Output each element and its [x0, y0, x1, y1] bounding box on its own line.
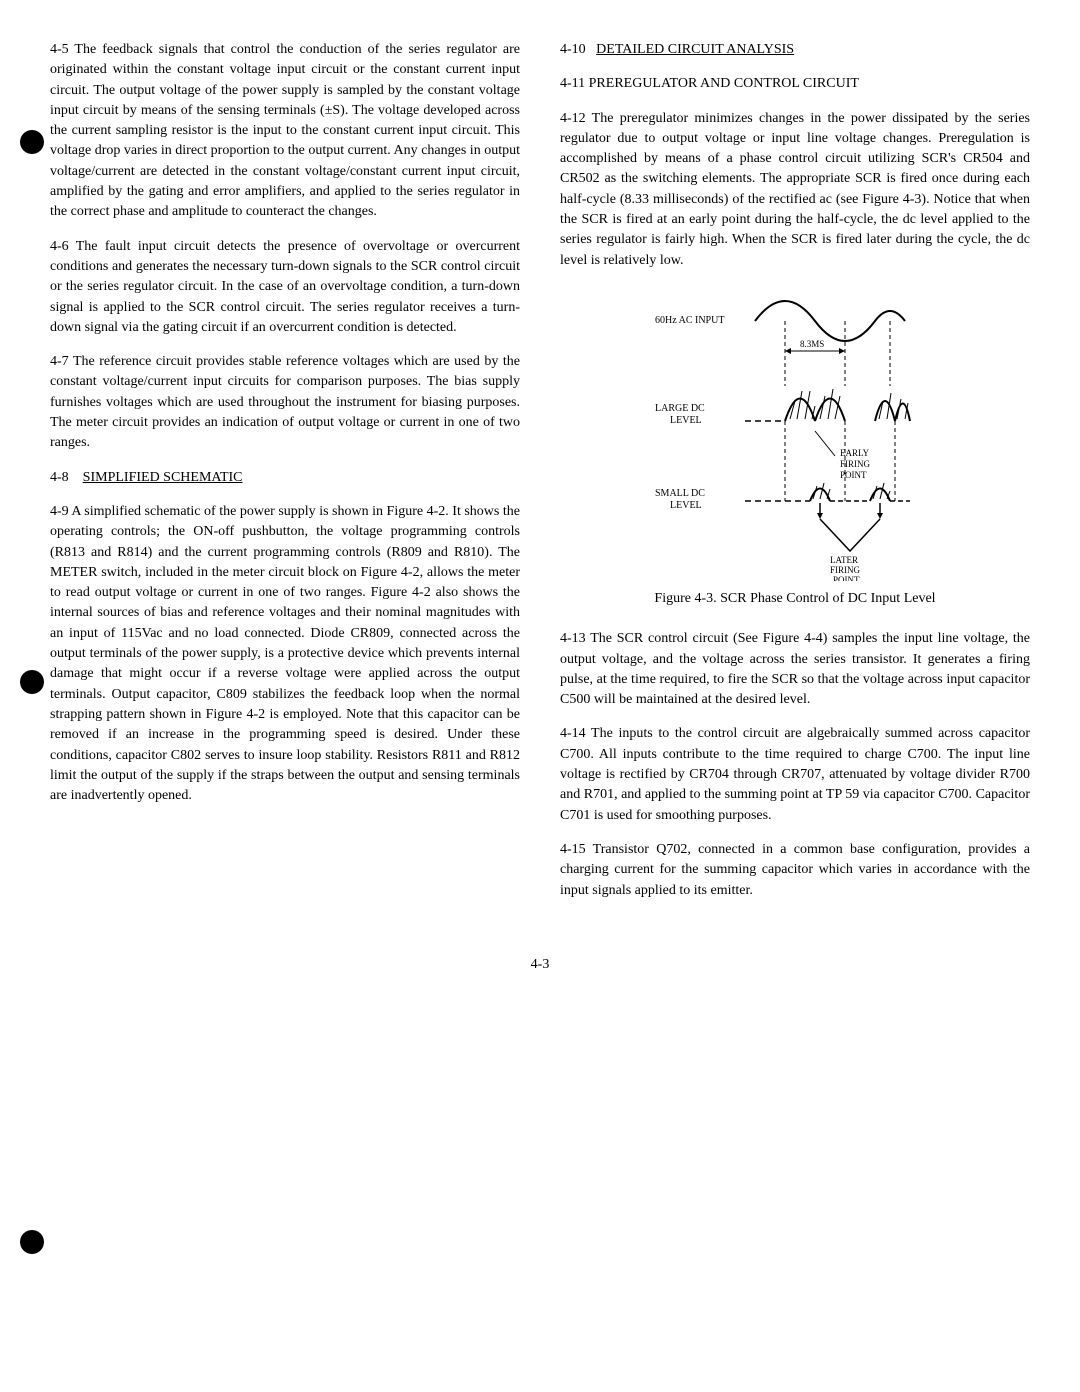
hole-punch-top: [20, 130, 44, 154]
para-4-5: 4-5 The feedback signals that control th…: [50, 40, 520, 223]
heading-4-10: 4-10 DETAILED CIRCUIT ANALYSIS: [560, 40, 1030, 60]
svg-text:POINT: POINT: [833, 575, 860, 581]
svg-text:FIRING: FIRING: [840, 459, 871, 469]
figure-4-3: 60Hz AC INPUT 8.3MS LARGE DC LE: [560, 291, 1030, 609]
scr-phase-diagram: 60Hz AC INPUT 8.3MS LARGE DC LE: [635, 291, 955, 581]
left-column: 4-5 The feedback signals that control th…: [50, 40, 520, 915]
para-4-9: 4-9 A simplified schematic of the power …: [50, 502, 520, 806]
hole-punch-bottom: [20, 1230, 44, 1254]
para-4-14: 4-14 The inputs to the control circuit a…: [560, 724, 1030, 825]
svg-text:POINT: POINT: [840, 470, 867, 480]
svg-text:LEVEL: LEVEL: [670, 500, 702, 511]
para-4-15: 4-15 Transistor Q702, connected in a com…: [560, 840, 1030, 901]
svg-text:FIRING: FIRING: [830, 565, 861, 575]
para-4-12: 4-12 The preregulator minimizes changes …: [560, 109, 1030, 271]
label-ac-input: 60Hz AC INPUT: [655, 315, 724, 326]
right-column: 4-10 DETAILED CIRCUIT ANALYSIS 4-11 PRER…: [560, 40, 1030, 915]
label-large-level: LEVEL: [670, 415, 702, 426]
figure-caption: Figure 4-3. SCR Phase Control of DC Inpu…: [560, 589, 1030, 609]
hole-punch-middle: [20, 670, 44, 694]
label-large-dc: LARGE DC: [655, 403, 705, 414]
label-early: EARLY: [840, 448, 870, 458]
heading-4-11: 4-11 PREREGULATOR AND CONTROL CIRCUIT: [560, 74, 1030, 94]
heading-num: 4-10: [560, 42, 586, 57]
para-4-13: 4-13 The SCR control circuit (See Figure…: [560, 629, 1030, 710]
para-4-6: 4-6 The fault input circuit detects the …: [50, 237, 520, 338]
page-number: 4-3: [50, 955, 1030, 975]
heading-4-8: 4-8 SIMPLIFIED SCHEMATIC: [50, 468, 520, 488]
label-time: 8.3MS: [800, 339, 824, 349]
label-later: LATER: [830, 555, 858, 565]
heading-num: 4-8: [50, 470, 69, 485]
para-4-7: 4-7 The reference circuit provides stabl…: [50, 352, 520, 453]
heading-text: SIMPLIFIED SCHEMATIC: [83, 470, 243, 485]
heading-text: DETAILED CIRCUIT ANALYSIS: [596, 42, 794, 57]
label-small-dc: SMALL DC: [655, 488, 705, 499]
page-content: 4-5 The feedback signals that control th…: [50, 40, 1030, 915]
